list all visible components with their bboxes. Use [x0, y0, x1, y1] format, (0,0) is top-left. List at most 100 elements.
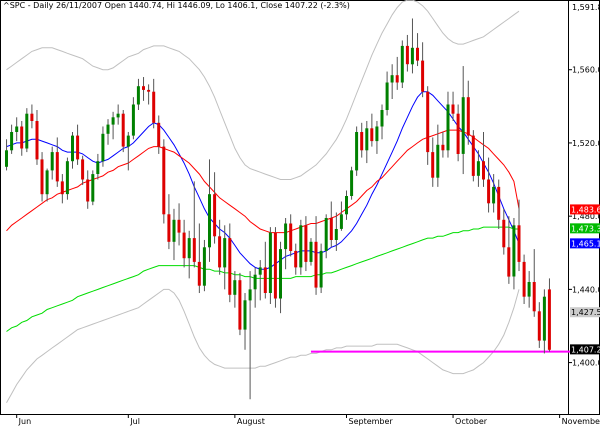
y-tick-label: 1,440.0 — [572, 285, 600, 294]
candle-body — [55, 152, 59, 182]
price-tag: 1,427.52 — [570, 307, 600, 318]
candle-body — [537, 311, 541, 341]
candle-body — [355, 132, 359, 171]
candle-31 — [162, 139, 166, 224]
candle-body — [50, 152, 54, 171]
price-tag-box — [570, 238, 600, 249]
y-tick-label: 1,480.0 — [572, 212, 600, 221]
candle-body — [157, 122, 161, 147]
candle-body — [380, 110, 384, 127]
candle-17 — [91, 170, 95, 206]
x-tick-label: September — [349, 417, 394, 426]
price-tag-box — [570, 223, 600, 234]
candle-41 — [213, 172, 217, 244]
candle-105 — [537, 302, 541, 348]
indicator-line-0 — [6, 91, 520, 270]
price-tag-label: 1,407.22 — [571, 345, 600, 354]
candle-body — [202, 247, 206, 286]
candle-body — [542, 296, 546, 341]
candle-59 — [304, 216, 308, 272]
candle-body — [466, 97, 470, 136]
price-tag: 1,465.13 — [570, 238, 600, 249]
candle-103 — [527, 271, 531, 308]
candle-84 — [431, 137, 435, 187]
candle-body — [365, 128, 369, 151]
candle-10 — [55, 137, 59, 187]
candle-33 — [172, 208, 176, 261]
candle-100 — [512, 217, 516, 290]
candle-18 — [96, 153, 100, 180]
candle-body — [15, 126, 19, 132]
candle-97 — [497, 179, 501, 229]
candle-body — [5, 150, 8, 167]
candle-body — [476, 161, 480, 176]
candle-79 — [405, 34, 409, 72]
candle-22 — [116, 104, 120, 125]
candle-body — [192, 238, 196, 262]
candle-body — [106, 124, 110, 134]
candle-86 — [441, 131, 445, 158]
candle-27 — [142, 77, 145, 101]
candle-body — [258, 267, 262, 275]
candle-4 — [25, 108, 29, 153]
price-tag: 1,483.68 — [570, 204, 600, 215]
candle-body — [451, 104, 455, 114]
candle-30 — [157, 115, 161, 154]
candle-body — [91, 174, 95, 202]
candle-87 — [446, 91, 450, 158]
candle-body — [76, 135, 80, 160]
candle-body — [182, 232, 186, 259]
candle-50 — [258, 260, 262, 301]
candle-5 — [30, 104, 34, 129]
candle-body — [248, 289, 252, 301]
candle-34 — [177, 203, 181, 246]
candle-body — [142, 86, 145, 90]
price-tag-label: 1,465.13 — [571, 239, 600, 248]
candle-body — [517, 225, 521, 262]
candle-body — [96, 161, 100, 174]
candle-64 — [329, 201, 333, 248]
candle-body — [253, 274, 257, 290]
price-tag-label: 1,473.34 — [571, 224, 600, 233]
candle-body — [416, 47, 419, 61]
candle-48 — [248, 271, 252, 400]
price-tag-box — [570, 204, 600, 215]
candle-90 — [461, 66, 465, 175]
candle-21 — [111, 111, 115, 140]
candle-99 — [507, 216, 511, 284]
candle-102 — [522, 254, 526, 305]
candle-body — [507, 247, 511, 277]
candle-69 — [355, 126, 359, 176]
candle-body — [482, 161, 485, 180]
candle-25 — [131, 97, 135, 140]
candle-body — [304, 225, 308, 262]
y-tick-label: 1,520.0 — [572, 139, 600, 148]
x-tick-label: August — [237, 417, 265, 426]
candle-82 — [421, 42, 425, 98]
candle-body — [167, 214, 171, 242]
candle-3 — [20, 120, 24, 156]
candle-body — [309, 241, 313, 262]
candle-38 — [197, 223, 201, 294]
candle-body — [360, 132, 364, 151]
candle-6 — [35, 109, 39, 165]
candle-72 — [370, 113, 374, 147]
candle-54 — [279, 241, 282, 314]
candle-106 — [542, 289, 546, 354]
candle-body — [395, 75, 399, 83]
candle-0 — [5, 139, 8, 171]
candle-body — [421, 60, 425, 92]
candle-body — [177, 219, 181, 233]
candle-body — [238, 280, 242, 330]
candle-78 — [400, 40, 404, 89]
candle-body — [375, 126, 379, 142]
candle-42 — [218, 219, 222, 275]
candle-body — [111, 117, 115, 125]
candle-71 — [365, 120, 369, 164]
candle-56 — [289, 214, 293, 257]
candle-body — [81, 159, 85, 180]
candle-body — [25, 113, 29, 149]
indicator-lines — [6, 0, 520, 404]
candle-51 — [263, 241, 267, 299]
candle-body — [370, 128, 374, 142]
